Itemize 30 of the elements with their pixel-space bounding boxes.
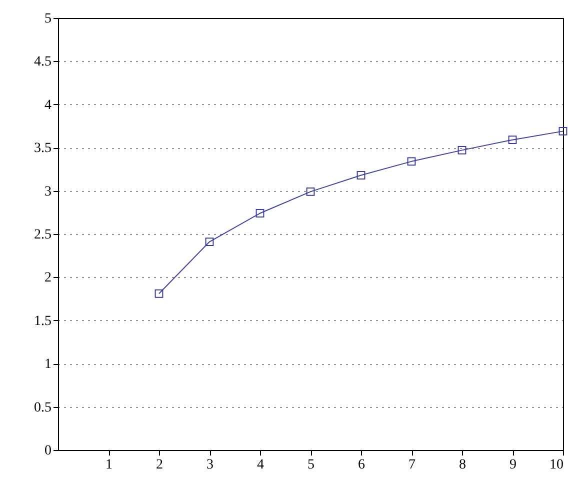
y-tick-label: 0 — [44, 444, 52, 458]
point — [458, 146, 466, 154]
x-tick-label: 1 — [106, 458, 112, 472]
x-tick-label: 3 — [206, 458, 214, 472]
x-tick-label: 6 — [358, 458, 365, 472]
y-tick-label: 4.5 — [34, 54, 52, 70]
y-tick-label: 2.5 — [34, 228, 52, 242]
x-tick-label: 7 — [408, 458, 416, 472]
x-tick-label: 10 — [550, 458, 564, 472]
y-tick-label: 3 — [44, 184, 52, 200]
y-tick-label: 1.5 — [34, 314, 52, 329]
y-tick-label: 2 — [44, 270, 52, 286]
point — [154, 289, 164, 298]
x-tick-label: 8 — [459, 458, 466, 472]
point — [558, 126, 568, 136]
y-tick-label: 5 — [44, 12, 52, 26]
y-tick-label: 0.5 — [34, 400, 52, 416]
point — [508, 136, 517, 144]
point — [256, 209, 264, 218]
y-tick-label: 1 — [44, 357, 52, 372]
point — [306, 187, 315, 196]
x-tick-label: 2 — [156, 458, 163, 472]
point — [407, 157, 416, 166]
x-tick-label: 4 — [257, 458, 264, 472]
y-tick-label: 3.5 — [34, 141, 52, 156]
x-tick-label: 5 — [308, 458, 314, 472]
y-tick-label: 4 — [44, 98, 52, 113]
x-tick-label: 9 — [510, 458, 516, 472]
point — [205, 238, 214, 246]
point — [356, 171, 366, 180]
